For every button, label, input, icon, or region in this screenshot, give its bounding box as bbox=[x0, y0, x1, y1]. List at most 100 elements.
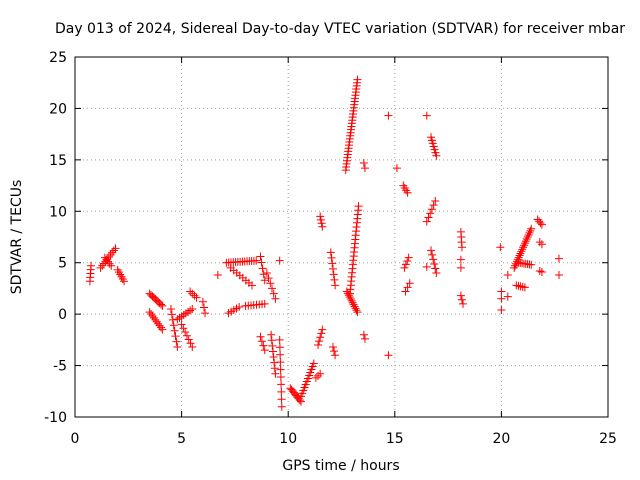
data-point bbox=[256, 252, 265, 261]
data-point bbox=[311, 373, 320, 382]
data-point bbox=[171, 332, 180, 341]
data-point bbox=[314, 371, 323, 380]
data-point bbox=[104, 257, 113, 266]
data-point bbox=[111, 244, 120, 253]
data-point bbox=[295, 396, 304, 405]
data-point bbox=[199, 303, 208, 312]
data-point bbox=[235, 302, 244, 311]
data-point bbox=[262, 269, 271, 277]
data-point bbox=[168, 315, 177, 324]
data-point bbox=[526, 226, 535, 235]
data-point bbox=[392, 164, 401, 173]
data-point bbox=[267, 336, 276, 345]
data-point bbox=[266, 279, 275, 288]
y-tick-label: 25 bbox=[49, 50, 67, 66]
data-point bbox=[102, 255, 111, 264]
data-point bbox=[317, 219, 326, 228]
data-point bbox=[247, 281, 256, 290]
data-point bbox=[158, 325, 167, 334]
data-point bbox=[554, 271, 563, 280]
data-point bbox=[276, 373, 285, 381]
data-point bbox=[429, 201, 438, 210]
data-point bbox=[276, 350, 285, 359]
y-tick-label: 15 bbox=[49, 153, 67, 169]
data-point bbox=[514, 281, 523, 290]
data-point bbox=[257, 337, 266, 346]
data-point bbox=[271, 294, 280, 303]
data-point bbox=[257, 258, 266, 267]
data-point bbox=[316, 333, 325, 342]
x-axis-label: GPS time / hours bbox=[282, 458, 399, 474]
data-point bbox=[403, 283, 412, 292]
data-point bbox=[86, 261, 95, 270]
data-point bbox=[384, 351, 393, 360]
y-tick-label: 20 bbox=[49, 101, 67, 117]
data-point bbox=[497, 294, 506, 303]
data-point bbox=[497, 287, 506, 296]
data-point bbox=[353, 75, 362, 84]
data-point bbox=[456, 263, 465, 272]
data-point bbox=[330, 275, 339, 284]
data-point bbox=[527, 260, 536, 269]
data-point bbox=[173, 343, 182, 352]
y-tick-label: 5 bbox=[58, 256, 67, 272]
x-tick-label: 5 bbox=[177, 431, 186, 447]
data-point bbox=[328, 343, 337, 352]
data-point bbox=[523, 233, 532, 241]
data-point bbox=[403, 257, 412, 265]
data-point bbox=[516, 282, 525, 291]
data-point bbox=[405, 279, 414, 288]
data-point bbox=[166, 305, 175, 313]
data-point bbox=[315, 337, 324, 346]
data-point bbox=[537, 240, 546, 249]
data-point bbox=[520, 239, 529, 248]
data-point bbox=[431, 264, 440, 273]
data-point bbox=[96, 263, 105, 272]
data-point bbox=[276, 358, 285, 367]
data-points bbox=[85, 75, 563, 411]
data-point bbox=[331, 351, 340, 360]
data-point bbox=[277, 387, 286, 396]
data-point bbox=[270, 364, 279, 373]
data-point bbox=[318, 222, 327, 231]
data-point bbox=[186, 339, 195, 348]
x-tick-label: 15 bbox=[386, 431, 404, 447]
y-tick-label: -5 bbox=[53, 359, 67, 375]
data-point bbox=[512, 257, 521, 266]
data-point bbox=[535, 266, 544, 275]
data-point bbox=[169, 321, 178, 330]
data-point bbox=[422, 111, 431, 120]
data-point bbox=[432, 151, 441, 160]
data-point bbox=[347, 296, 356, 305]
data-point bbox=[326, 248, 335, 257]
data-point bbox=[456, 291, 465, 300]
data-point bbox=[524, 230, 533, 239]
data-point bbox=[496, 243, 505, 252]
data-point bbox=[188, 289, 197, 298]
data-point bbox=[457, 243, 466, 252]
data-point bbox=[317, 329, 326, 338]
data-point bbox=[275, 335, 284, 344]
data-point bbox=[517, 247, 526, 256]
data-point bbox=[259, 270, 268, 279]
data-point bbox=[277, 395, 286, 404]
data-point bbox=[518, 282, 527, 291]
data-point bbox=[156, 323, 165, 332]
data-point bbox=[516, 249, 525, 258]
data-point bbox=[183, 307, 192, 316]
data-point bbox=[537, 220, 546, 229]
data-point bbox=[177, 312, 186, 321]
data-point bbox=[181, 327, 190, 336]
data-point bbox=[520, 241, 529, 250]
data-point bbox=[213, 271, 222, 280]
data-point bbox=[512, 281, 521, 290]
data-point bbox=[259, 341, 268, 350]
x-tick-label: 20 bbox=[492, 431, 510, 447]
data-point bbox=[172, 337, 181, 346]
data-point bbox=[328, 264, 337, 273]
data-point bbox=[431, 197, 440, 205]
data-point bbox=[269, 289, 278, 298]
data-point bbox=[497, 306, 506, 315]
data-point bbox=[422, 262, 431, 271]
